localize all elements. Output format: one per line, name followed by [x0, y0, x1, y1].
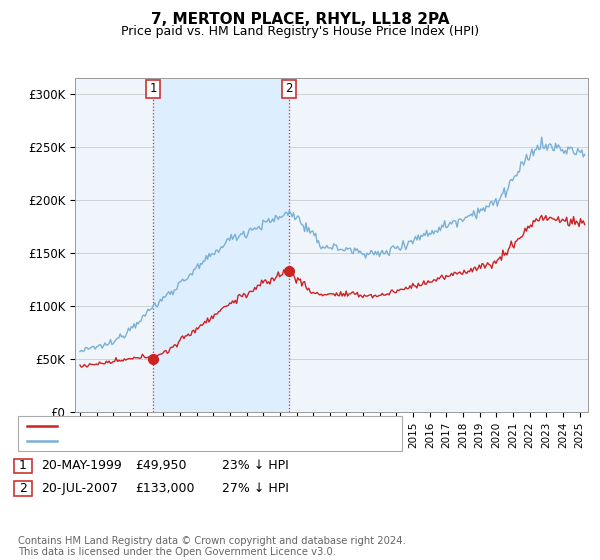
Text: 7, MERTON PLACE, RHYL, LL18 2PA: 7, MERTON PLACE, RHYL, LL18 2PA: [151, 12, 449, 27]
Text: 2: 2: [285, 82, 293, 95]
Text: 23% ↓ HPI: 23% ↓ HPI: [222, 459, 289, 473]
Text: 20-MAY-1999: 20-MAY-1999: [41, 459, 122, 473]
Text: £49,950: £49,950: [135, 459, 187, 473]
Text: 1: 1: [149, 82, 157, 95]
Text: Price paid vs. HM Land Registry's House Price Index (HPI): Price paid vs. HM Land Registry's House …: [121, 25, 479, 38]
Text: 20-JUL-2007: 20-JUL-2007: [41, 482, 118, 495]
Text: HPI: Average price, detached house, Denbighshire: HPI: Average price, detached house, Denb…: [64, 436, 344, 446]
Text: 7, MERTON PLACE, RHYL, LL18 2PA (detached house): 7, MERTON PLACE, RHYL, LL18 2PA (detache…: [64, 421, 361, 431]
Bar: [153, 78, 289, 412]
Text: 2: 2: [19, 482, 27, 495]
Text: Contains HM Land Registry data © Crown copyright and database right 2024.
This d: Contains HM Land Registry data © Crown c…: [18, 535, 406, 557]
Text: 27% ↓ HPI: 27% ↓ HPI: [222, 482, 289, 495]
Text: 1: 1: [19, 459, 27, 473]
Text: £133,000: £133,000: [135, 482, 194, 495]
